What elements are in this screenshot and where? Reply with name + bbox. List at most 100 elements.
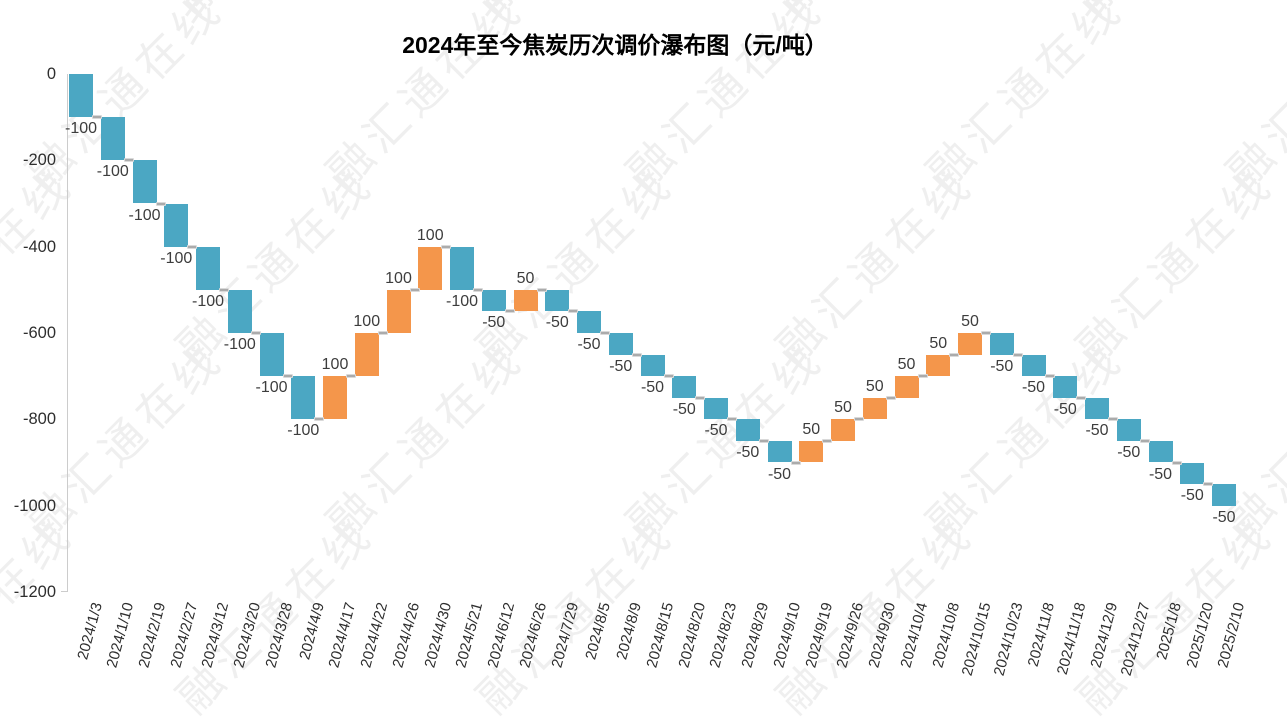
bar-value-label: -50 <box>1053 400 1077 418</box>
bar-value-label: -50 <box>1021 379 1046 397</box>
bar-value-label: -100 <box>191 292 225 310</box>
bar-value-label: -50 <box>545 314 569 332</box>
connector-line <box>981 331 991 335</box>
bar-value-label: 100 <box>353 313 381 330</box>
waterfall-bar <box>196 246 220 290</box>
connector-line <box>536 287 547 292</box>
bar-value-label: -50 <box>1117 443 1141 461</box>
connector-line <box>1012 352 1023 357</box>
bar-value-label: -50 <box>1180 487 1204 505</box>
bar-value-label: -100 <box>96 163 129 181</box>
waterfall-bar <box>767 440 792 463</box>
waterfall-bar <box>831 419 855 441</box>
y-axis-tick-label: 0 <box>46 65 56 83</box>
waterfall-bar <box>386 289 411 333</box>
x-axis-tick-label: 2024/9/26 <box>833 600 868 670</box>
waterfall-bar <box>418 246 443 290</box>
y-axis-tick-label: -200 <box>22 151 56 170</box>
connector-line <box>663 374 674 379</box>
waterfall-bar <box>1212 484 1236 506</box>
waterfall-bar <box>799 440 824 463</box>
x-axis-tick-label: 2024/8/9 <box>613 600 646 662</box>
connector-line <box>568 309 579 314</box>
waterfall-bar <box>481 289 506 312</box>
bar-value-label: -50 <box>736 443 760 461</box>
x-axis-tick-label: 2024/8/15 <box>643 600 677 670</box>
connector-line <box>885 395 896 400</box>
connector-line <box>314 417 325 422</box>
bar-value-label: 50 <box>897 356 916 374</box>
x-axis-tick-label: 2024/6/12 <box>484 600 519 670</box>
bar-value-label: -50 <box>672 400 696 418</box>
waterfall-bar <box>704 397 728 420</box>
x-axis-tick-label: 2024/8/29 <box>738 600 773 670</box>
connector-line <box>600 331 610 335</box>
connector-line <box>250 331 261 335</box>
x-axis-tick-label: 2024/4/26 <box>389 600 423 670</box>
bar-value-label: -50 <box>1148 465 1173 483</box>
x-axis-tick-label: 2024/1/3 <box>73 600 106 662</box>
bar-value-label: -50 <box>767 465 792 483</box>
bar-value-label: -100 <box>64 120 98 138</box>
x-axis-tick-label: 2024/9/30 <box>865 600 900 670</box>
connector-line <box>822 438 833 443</box>
waterfall-bar <box>958 333 982 355</box>
connector-line <box>1076 395 1087 400</box>
x-axis-tick-label: 2024/6/26 <box>516 600 550 670</box>
waterfall-bar <box>259 333 284 377</box>
y-axis-tick-label: -400 <box>22 237 56 256</box>
waterfall-bar <box>545 289 570 312</box>
connector-line <box>1203 482 1214 487</box>
x-axis-tick-label: 2024/4/17 <box>325 600 360 670</box>
bar-value-label: 50 <box>834 399 852 417</box>
waterfall-bar <box>513 289 538 312</box>
x-axis-tick-label: 2024/10/15 <box>958 600 995 678</box>
connector-line <box>1171 460 1182 465</box>
connector-line <box>631 352 642 357</box>
x-axis-tick-label: 2024/4/30 <box>421 600 455 670</box>
x-axis-tick-label: 2024/11/18 <box>1054 600 1090 677</box>
connector-line <box>441 244 452 249</box>
waterfall-bar <box>577 311 601 333</box>
connector-line <box>123 158 134 163</box>
bar-value-label: 100 <box>416 226 444 244</box>
waterfall-bar <box>1053 376 1078 398</box>
bar-value-label: -100 <box>445 292 479 310</box>
connector-line <box>377 331 388 335</box>
bar-value-label: -50 <box>640 379 665 397</box>
x-axis-tick-label: 2024/12/27 <box>1117 600 1154 678</box>
waterfall-bar <box>989 333 1014 355</box>
bar-value-label: 50 <box>929 334 948 352</box>
bar-value-label: 50 <box>802 420 821 438</box>
x-axis-tick-label: 2024/2/27 <box>167 600 201 670</box>
bar-value-label: 50 <box>961 313 979 330</box>
connector-line <box>949 352 960 357</box>
waterfall-bar <box>735 419 760 441</box>
x-axis-tick-label: 2024/10/8 <box>929 600 963 670</box>
bar-value-label: -50 <box>577 336 601 353</box>
connector-line <box>758 438 769 443</box>
x-axis-tick-label: 2024/4/22 <box>357 600 392 670</box>
x-axis-tick-label: 2025/1/20 <box>1183 600 1217 670</box>
x-axis-tick-label: 2024/5/21 <box>452 600 487 670</box>
waterfall-bar <box>1085 397 1109 420</box>
connector-line <box>695 395 706 400</box>
waterfall-bar <box>608 333 633 355</box>
waterfall-bar <box>100 117 125 161</box>
connector-line <box>1108 417 1118 422</box>
waterfall-bar <box>132 160 157 204</box>
x-axis-tick-label: 2024/12/9 <box>1087 600 1122 670</box>
x-axis-tick-label: 2024/11/8 <box>1024 600 1058 669</box>
waterfall-bar <box>926 354 951 377</box>
y-axis-tick-label: -1200 <box>13 583 56 601</box>
bar-value-label: 50 <box>865 377 884 395</box>
waterfall-bar <box>227 289 252 333</box>
bar-value-label: -100 <box>223 336 256 353</box>
connector-line <box>409 287 420 292</box>
x-axis-tick-label: 2024/7/29 <box>548 600 582 670</box>
waterfall-bar <box>862 397 887 420</box>
connector-line <box>1044 374 1055 379</box>
connector-line <box>282 374 293 379</box>
waterfall-bar <box>1021 354 1046 377</box>
x-axis-tick-label: 2024/8/5 <box>581 600 614 662</box>
